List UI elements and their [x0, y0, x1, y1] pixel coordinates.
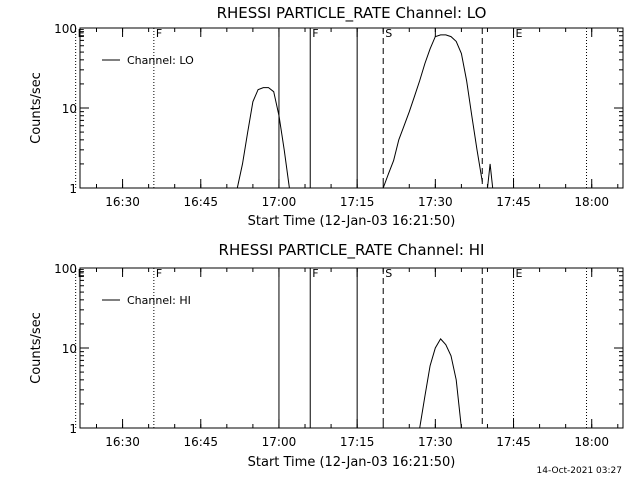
x-tick-label: 17:15: [340, 435, 375, 449]
event-marker-label: F: [312, 267, 318, 280]
x-tick-label: 17:00: [262, 195, 297, 209]
x-tick-label: 17:45: [496, 435, 531, 449]
x-axis-label: Start Time (12-Jan-03 16:21:50): [248, 455, 456, 470]
y-tick-label: 10: [62, 102, 77, 116]
x-axis-label: Start Time (12-Jan-03 16:21:50): [248, 214, 456, 229]
x-tick-label: 17:30: [418, 195, 453, 209]
x-tick-label: 16:45: [183, 195, 218, 209]
x-tick-label: 16:45: [183, 435, 218, 449]
x-tick-label: 17:45: [496, 195, 531, 209]
legend-entry: Channel: LO: [127, 54, 194, 67]
series-line: [382, 34, 483, 189]
y-tick-label: 1: [69, 182, 77, 196]
x-tick-label: 17:30: [418, 435, 453, 449]
y-tick-label: 10: [62, 342, 77, 356]
y-axis-label: Counts/sec: [29, 312, 44, 384]
y-axis-label: Counts/sec: [29, 72, 44, 144]
x-tick-label: 17:15: [340, 195, 375, 209]
legend-entry: Channel: HI: [127, 294, 191, 307]
chart-panel-1: RHESSI PARTICLE_RATE Channel: HI 1 10 100 16…: [29, 241, 624, 470]
x-tick-label: 16:30: [105, 195, 140, 209]
event-marker-label: S: [385, 27, 392, 40]
y-tick-label: 100: [54, 22, 77, 36]
event-marker-label: E: [516, 267, 523, 280]
generation-timestamp: 14-Oct-2021 03:27: [537, 466, 622, 476]
series-line: [487, 163, 494, 189]
event-marker-label: S: [385, 267, 392, 280]
chart-panel-0: RHESSI PARTICLE_RATE Channel: LO 1 10 100 16…: [29, 4, 624, 229]
plot-frame: [79, 267, 624, 429]
event-marker-label: E: [516, 27, 523, 40]
event-marker-label: F: [156, 27, 162, 40]
x-tick-label: 17:00: [262, 435, 297, 449]
plot-frame: [79, 27, 624, 189]
chart-title: RHESSI PARTICLE_RATE Channel: LO: [217, 4, 487, 23]
x-tick-label: 18:00: [574, 435, 609, 449]
event-marker-label: E: [78, 267, 85, 280]
event-marker-label: F: [156, 267, 162, 280]
x-tick-label: 18:00: [574, 195, 609, 209]
event-marker-label: F: [312, 27, 318, 40]
x-tick-label: 16:30: [105, 435, 140, 449]
y-tick-label: 1: [69, 422, 77, 436]
series-line: [419, 338, 462, 429]
series-line: [236, 87, 290, 189]
event-marker-label: E: [78, 27, 85, 40]
y-tick-label: 100: [54, 262, 77, 276]
chart-title: RHESSI PARTICLE_RATE Channel: HI: [219, 241, 485, 260]
